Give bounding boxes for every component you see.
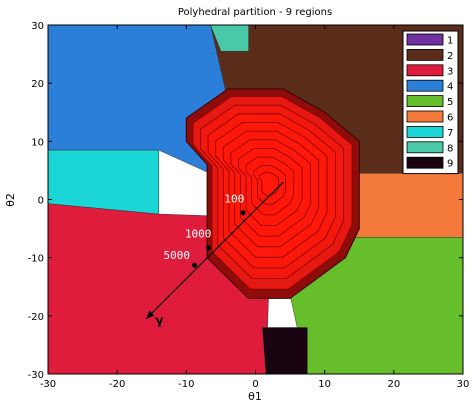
legend-label-3: 3 xyxy=(447,66,453,77)
x-tick-label: -10 xyxy=(178,379,194,390)
legend-swatch-6 xyxy=(406,110,444,123)
contour-annotation-2: 1000 xyxy=(185,227,212,240)
contour-level-10 xyxy=(259,172,280,197)
y-tick-label: -20 xyxy=(28,312,44,323)
gamma-arrow-shaft xyxy=(145,181,284,320)
legend-label-2: 2 xyxy=(447,51,453,62)
legend-label-7: 7 xyxy=(447,128,453,139)
y-tick-label: 10 xyxy=(31,137,44,148)
x-tick-label: 20 xyxy=(387,379,400,390)
legend-swatch-8 xyxy=(406,141,444,154)
legend-label-4: 4 xyxy=(447,82,453,93)
legend-swatch-5 xyxy=(406,95,444,107)
x-tick-label: -20 xyxy=(109,379,125,390)
legend-label-6: 6 xyxy=(447,113,453,124)
legend-label-9: 9 xyxy=(447,159,453,170)
y-tick-label: 0 xyxy=(38,196,44,207)
legend-label-5: 5 xyxy=(447,97,453,108)
legend-swatch-3 xyxy=(406,64,444,77)
region-8 xyxy=(210,25,249,52)
gamma-arrow-point-3 xyxy=(192,262,198,268)
legend-label-8: 8 xyxy=(447,143,453,154)
legend-swatch-1 xyxy=(406,33,444,46)
legend-label-1: 1 xyxy=(447,36,453,47)
region-6 xyxy=(348,173,463,238)
gamma-arrow-point-1 xyxy=(240,210,246,216)
y-tick-label: -10 xyxy=(28,254,44,265)
contour-annotation-3: 5000 xyxy=(164,249,191,262)
y-tick-label: 30 xyxy=(31,21,44,32)
annotation-layer: 100 1000 5000 xyxy=(164,192,245,261)
region-7 xyxy=(48,149,159,215)
gamma-arrow-point-2 xyxy=(205,245,211,251)
chart-title: Polyhedral partition - 9 regions xyxy=(178,7,332,18)
contour-annotation-1: 100 xyxy=(224,192,244,205)
legend-swatch-7 xyxy=(406,126,444,138)
legend-swatch-9 xyxy=(406,156,444,169)
x-tick-label: 30 xyxy=(457,379,470,390)
x-axis-ticks: -30 -20 -10 0 10 20 30 xyxy=(40,25,470,390)
legend-swatch-2 xyxy=(406,49,444,61)
y-tick-label: 20 xyxy=(31,79,44,90)
gamma-arrow-head xyxy=(146,310,155,319)
region-9 xyxy=(262,327,308,374)
red-region-layer xyxy=(185,88,360,299)
legend-swatch-4 xyxy=(406,79,444,92)
x-axis-label: θ1 xyxy=(248,390,262,403)
x-tick-label: 10 xyxy=(318,379,331,390)
legend: 1 2 3 4 5 6 7 8 9 xyxy=(402,30,459,175)
x-tick-label: 0 xyxy=(252,379,258,390)
gamma-arrow: γ xyxy=(145,181,284,328)
y-tick-label: -30 xyxy=(28,370,44,381)
gamma-label: γ xyxy=(155,314,163,328)
x-tick-label: -30 xyxy=(40,379,56,390)
y-axis-label: θ2 xyxy=(4,193,17,207)
